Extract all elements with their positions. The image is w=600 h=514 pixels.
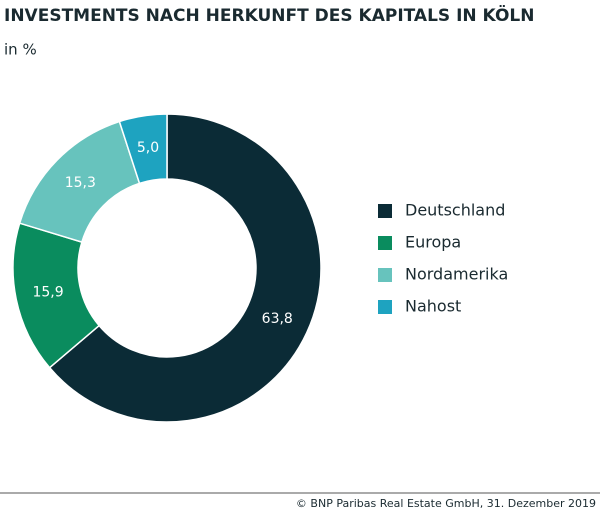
- legend-swatch: [378, 236, 392, 250]
- legend-swatch: [378, 300, 392, 314]
- legend-label: Europa: [405, 233, 461, 252]
- data-label: 15,9: [32, 285, 63, 301]
- legend-label: Deutschland: [405, 201, 505, 220]
- legend-swatch: [378, 204, 392, 218]
- data-label: 5,0: [137, 140, 159, 156]
- legend-label: Nahost: [405, 297, 461, 316]
- source: © BNP Paribas Real Estate GmbH, 31. Deze…: [296, 497, 596, 510]
- chart-subtitle: in %: [4, 41, 37, 59]
- legend-label: Nordamerika: [405, 265, 508, 284]
- donut-slice: [118, 113, 168, 185]
- donut-slice: [48, 113, 322, 423]
- chart-title: INVESTMENTS NACH HERKUNFT DES KAPITALS I…: [4, 4, 534, 26]
- legend-swatch: [378, 268, 392, 282]
- data-label: 63,8: [262, 311, 293, 327]
- data-label: 15,3: [65, 175, 96, 191]
